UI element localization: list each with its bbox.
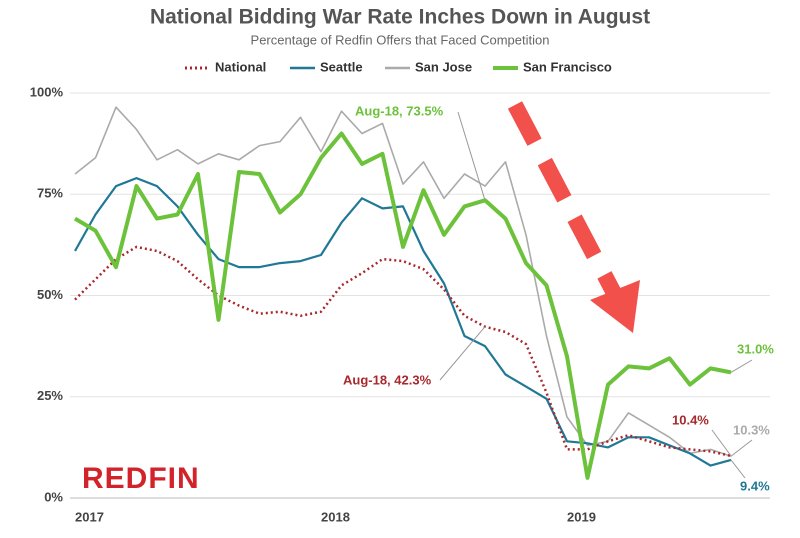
arrow-shaft xyxy=(507,101,623,299)
logo: REDFIN xyxy=(82,462,200,495)
series-line xyxy=(73,131,732,480)
series-line xyxy=(74,245,732,458)
data-label: 10.4% xyxy=(672,412,709,427)
x-tick-label: 2018 xyxy=(321,509,350,524)
y-tick-label: 25% xyxy=(37,388,63,403)
y-tick-label: 75% xyxy=(37,186,63,201)
label-leader xyxy=(730,439,753,457)
chart-subtitle: Percentage of Redfin Offers that Faced C… xyxy=(251,32,550,47)
x-tick-label: 2019 xyxy=(567,509,596,524)
y-tick-label: 100% xyxy=(30,84,64,99)
trend-arrow xyxy=(507,101,640,333)
y-tick-label: 0% xyxy=(44,489,63,504)
legend-label: San Jose xyxy=(415,59,472,74)
label-leader xyxy=(730,359,753,373)
arrow-head xyxy=(590,280,640,333)
label-leader xyxy=(439,326,486,381)
series-line xyxy=(74,106,732,458)
label-leader xyxy=(711,429,732,457)
data-label: Aug-18, 73.5% xyxy=(355,103,444,118)
legend-label: National xyxy=(215,59,266,74)
data-label: 10.3% xyxy=(733,422,770,437)
legend-label: San Francisco xyxy=(523,59,612,74)
data-label: Aug-18, 42.3% xyxy=(343,372,432,387)
legend-label: Seattle xyxy=(320,59,363,74)
y-tick-label: 50% xyxy=(37,287,63,302)
data-label: 9.4% xyxy=(740,478,770,493)
series-line xyxy=(74,177,732,467)
label-leader xyxy=(730,459,746,479)
data-label: 31.0% xyxy=(737,341,774,356)
x-tick-label: 2017 xyxy=(75,509,104,524)
chart-title: National Bidding War Rate Inches Down in… xyxy=(150,6,650,29)
label-leader xyxy=(457,111,486,201)
